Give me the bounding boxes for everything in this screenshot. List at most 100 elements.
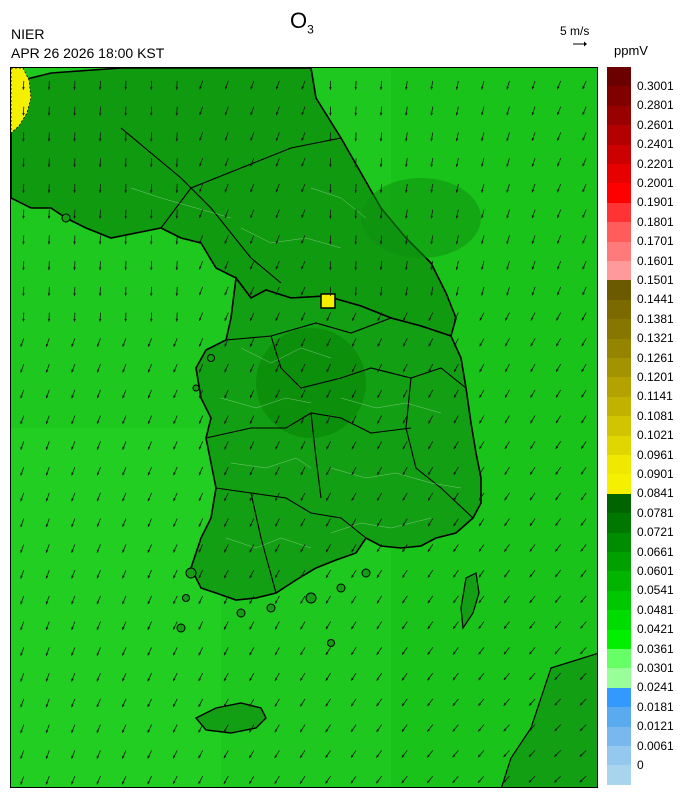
wind-arrowhead-icon bbox=[350, 780, 354, 784]
district-boundaries bbox=[130, 187, 462, 549]
wind-arrowhead-icon bbox=[453, 600, 456, 604]
wind-arrowhead-icon bbox=[173, 601, 176, 604]
wind-arrowhead-icon bbox=[198, 781, 201, 784]
colorbar-cell bbox=[607, 164, 631, 184]
wind-arrowhead-icon bbox=[275, 626, 278, 630]
wind-arrowhead-icon bbox=[147, 704, 151, 707]
wind-arrowhead-icon bbox=[20, 575, 23, 579]
wind-arrowhead-icon bbox=[274, 703, 278, 707]
wind-arrowhead-icon bbox=[224, 626, 227, 630]
wind-arrowhead-icon bbox=[379, 215, 383, 219]
wind-arrowhead-icon bbox=[478, 548, 482, 552]
wind-arrowhead-icon bbox=[147, 652, 151, 656]
wind-arrowhead-icon bbox=[250, 112, 253, 116]
wind-arrowhead-icon bbox=[223, 755, 227, 759]
wind-arrowhead-icon bbox=[405, 215, 408, 219]
wind-arrowhead-icon bbox=[73, 267, 76, 271]
wind-arrowhead-icon bbox=[122, 575, 125, 579]
wind-arrowhead-icon bbox=[582, 111, 585, 115]
wind-arrowhead-icon bbox=[377, 343, 381, 347]
colorbar-cell bbox=[607, 396, 631, 417]
wind-arrowhead-icon bbox=[45, 678, 49, 682]
wind-arrowhead-icon bbox=[224, 240, 228, 244]
wind-arrowhead-icon bbox=[402, 651, 405, 655]
wind-arrowhead-icon bbox=[529, 651, 533, 655]
wind-arrowhead-icon bbox=[478, 651, 482, 655]
wind-arrowhead-icon bbox=[455, 112, 459, 116]
wind-arrowhead-icon bbox=[98, 318, 102, 322]
wind-arrowhead-icon bbox=[250, 266, 253, 270]
wind-arrowhead-icon bbox=[326, 574, 329, 578]
wind-arrowhead-icon bbox=[354, 138, 358, 142]
wind-arrowhead-icon bbox=[224, 678, 227, 682]
wind-arrowhead-icon bbox=[224, 266, 228, 270]
wind-arrowhead-icon bbox=[45, 343, 49, 347]
wind-arrowhead-icon bbox=[224, 137, 228, 141]
wind-arrowhead-icon bbox=[45, 575, 49, 579]
wind-arrowhead-icon bbox=[20, 549, 23, 553]
colorbar-cell bbox=[607, 377, 631, 398]
colorbar-cell bbox=[607, 493, 631, 514]
wind-arrowhead-icon bbox=[175, 164, 179, 168]
wind-arrowhead-icon bbox=[329, 293, 332, 296]
colorbar-label: 0.0901 bbox=[637, 467, 674, 481]
wind-arrowhead-icon bbox=[580, 574, 584, 578]
wind-arrowhead-icon bbox=[198, 729, 201, 733]
wind-arrowhead-icon bbox=[150, 318, 153, 322]
wind-arrowhead-icon bbox=[455, 215, 459, 219]
wind-arrowhead-icon bbox=[173, 549, 176, 553]
wind-arrowhead-icon bbox=[580, 599, 584, 603]
wind-arrowhead-icon bbox=[377, 549, 380, 553]
wind-arrowhead-icon bbox=[198, 549, 202, 553]
wind-arrowhead-icon bbox=[300, 575, 304, 578]
wind-arrowhead-icon bbox=[20, 395, 23, 399]
wind-arrowhead-icon bbox=[454, 317, 457, 321]
wind-arrowhead-icon bbox=[148, 420, 151, 424]
tsushima-island bbox=[460, 572, 480, 630]
wind-arrowhead-icon bbox=[300, 780, 303, 784]
wind-arrowhead-icon bbox=[301, 240, 304, 244]
wind-arrowhead-icon bbox=[20, 704, 23, 708]
wind-arrowhead-icon bbox=[506, 241, 509, 244]
wind-arrowhead-icon bbox=[554, 677, 558, 680]
wind-arrowhead-icon bbox=[554, 651, 558, 655]
wind-arrowhead-icon bbox=[300, 472, 304, 476]
colorbar-label: 0 bbox=[637, 758, 644, 772]
wind-arrowhead-icon bbox=[300, 549, 304, 553]
wind-arrowhead-icon bbox=[325, 754, 329, 758]
wind-arrowhead-icon bbox=[198, 446, 202, 450]
wind-arrowhead-icon bbox=[198, 652, 202, 656]
wind-arrowhead-icon bbox=[427, 651, 431, 655]
wind-arrowhead-icon bbox=[71, 549, 74, 553]
wind-arrowhead-icon bbox=[506, 138, 509, 141]
wind-arrowhead-icon bbox=[329, 215, 332, 219]
wind-arrowhead-icon bbox=[98, 138, 102, 142]
wind-arrowhead-icon bbox=[20, 755, 23, 759]
wind-arrowhead-icon bbox=[250, 163, 253, 167]
wind-arrowhead-icon bbox=[249, 626, 252, 630]
colorbar-cell bbox=[607, 144, 631, 165]
colorbar-cell bbox=[607, 746, 631, 766]
wind-arrowhead-icon bbox=[505, 394, 508, 398]
wind-arrowhead-icon bbox=[430, 86, 433, 90]
wind-arrowhead-icon bbox=[300, 600, 303, 604]
wind-arrowhead-icon bbox=[147, 575, 151, 579]
ozone-map[interactable] bbox=[10, 67, 598, 788]
colorbar-cell bbox=[607, 319, 631, 340]
wind-arrowhead-icon bbox=[199, 163, 202, 167]
wind-arrowhead-icon bbox=[147, 446, 151, 450]
northeast-ozone-high bbox=[361, 178, 481, 258]
wind-arrowhead-icon bbox=[554, 625, 558, 629]
wind-arrowhead-icon bbox=[557, 215, 560, 218]
wind-arrowhead-icon bbox=[555, 445, 559, 449]
wind-arrowhead-icon bbox=[71, 601, 74, 605]
wind-arrowhead-icon bbox=[531, 240, 535, 244]
wind-arrowhead-icon bbox=[20, 421, 23, 425]
wind-arrowhead-icon bbox=[530, 420, 533, 424]
wind-arrowhead-icon bbox=[479, 343, 483, 347]
wind-arrowhead-icon bbox=[199, 343, 202, 347]
wind-arrowhead-icon bbox=[582, 137, 585, 141]
wind-arrowhead-icon bbox=[224, 652, 227, 656]
wind-arrowhead-icon bbox=[555, 574, 558, 578]
wind-arrowhead-icon bbox=[47, 293, 51, 296]
